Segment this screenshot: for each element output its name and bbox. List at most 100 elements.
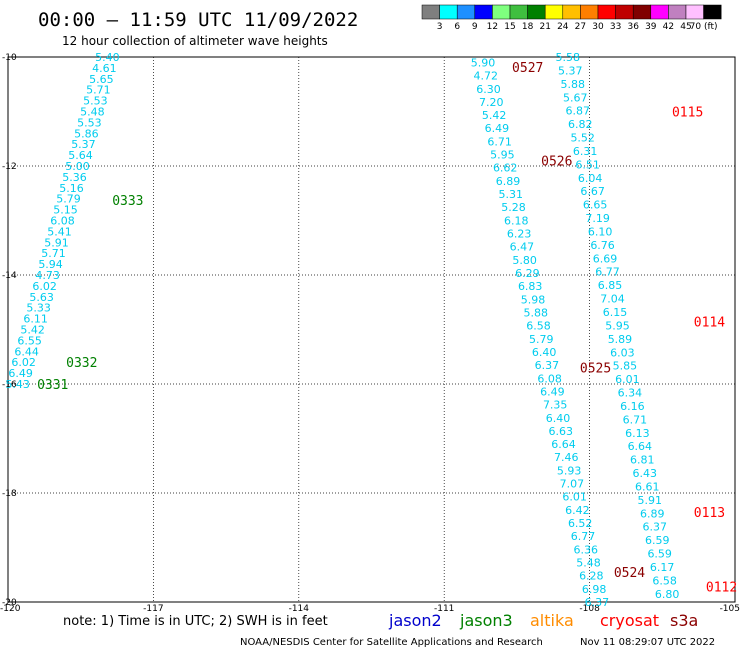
wave-height-value: 6.51 [575,158,600,171]
y-tick-label: -18 [2,489,17,499]
y-axis-ticks: -10 -12 -14 -16 -18 -20 [2,53,17,608]
y-tick-label: -20 [2,598,17,608]
wave-height-value: 6.80 [655,588,680,601]
colorbar-swatch [527,4,546,20]
pass-label: 0525 [580,362,611,377]
colorbar-label: 30 [592,22,604,32]
wave-height-value: 6.11 [23,313,48,326]
wave-height-value: 6.10 [588,225,613,238]
wave-height-value: 6.23 [507,228,532,241]
wave-height-value: 6.77 [571,530,596,543]
satellite-legend-jason3: jason3 [459,611,513,630]
wave-height-value: 6.71 [487,135,512,148]
wave-height-value: 6.01 [615,373,640,386]
pass-label: 0333 [112,194,143,209]
wave-height-value: 5.15 [53,204,78,217]
pass-label: 0115 [672,106,703,121]
wave-height-value: 7.07 [560,478,585,491]
wave-height-value: 6.59 [647,548,672,561]
x-tick-label: -120 [0,604,21,614]
satellite-legend-altika: altika [530,611,574,630]
wave-height-value: 5.28 [501,201,526,214]
colorbar-label: 36 [627,22,639,32]
wave-height-value: 6.37 [585,596,610,609]
colorbar-swatch [615,4,634,20]
colorbar-swatch [668,4,687,20]
colorbar-swatch [597,4,616,20]
wave-height-value: 6.29 [515,267,540,280]
wave-height-value: 5.85 [613,360,638,373]
colorbar-swatch [492,4,511,20]
colorbar-swatch [580,4,599,20]
colorbar-label: 9 [472,22,478,32]
wave-height-value: 5.71 [86,84,111,97]
wave-height-value: 5.37 [558,64,583,77]
pass-label: 0331 [37,378,68,393]
wave-height-value: 5.79 [529,333,554,346]
colorbar-label: 21 [539,22,550,32]
wave-height-value: 6.55 [17,334,42,347]
wave-height-value: 5.80 [512,254,537,267]
wave-height-value: 6.52 [568,517,593,530]
x-axis-ticks: -120 -117 -114 -111 -108 -105 [0,604,740,614]
pass-label: 0332 [66,356,97,371]
wave-height-value: 5.93 [557,464,582,477]
colorbar-swatch [456,4,476,20]
pass-label: 0112 [706,581,737,596]
wave-height-value: 6.01 [562,491,587,504]
wave-height-value: 4.72 [474,70,499,83]
wave-height-value: 7.20 [479,96,504,109]
wave-height-value: 6.44 [14,345,39,358]
colorbar-swatch [650,4,669,20]
wave-height-value: 5.42 [20,324,45,337]
wave-height-value: 6.28 [579,570,604,583]
wave-height-value: 5.52 [570,132,595,145]
wave-height-value: 6.62 [493,162,518,175]
colorbar-label: 39 [645,22,657,32]
wave-height-value: 6.82 [568,118,593,131]
wave-height-value: 5.95 [490,149,515,162]
wave-height-value: 5.53 [83,95,108,108]
chart-subtitle: 12 hour collection of altimeter wave hei… [62,34,328,48]
colorbar-label: 18 [522,22,534,32]
wave-height-value: 5.42 [482,109,507,122]
wave-height-value: 5.94 [38,258,63,271]
wave-height-value: 6.58 [652,574,677,587]
colorbar-label: 45 [680,22,691,32]
wave-height-value: 5.98 [521,293,546,306]
wave-height-values: 5.404.615.655.715.535.485.535.865.375.64… [5,51,679,609]
wave-height-value: 5.71 [41,247,66,260]
wave-height-value: 5.88 [524,306,549,319]
grid-lines [8,57,735,602]
wave-height-value: 7.35 [543,399,568,412]
wave-height-value: 6.37 [535,359,560,372]
wave-height-value: 6.17 [650,561,675,574]
wave-height-value: 6.43 [633,467,658,480]
wave-height-value: 5.31 [499,188,524,201]
colorbar-label: 3 [437,22,443,32]
wave-height-value: 6.69 [593,252,618,265]
wave-height-value: 6.13 [625,427,650,440]
pass-label: 0524 [614,566,645,581]
colorbar-swatch [509,4,528,20]
wave-height-value: 5.48 [80,106,105,119]
wave-height-value: 5.37 [71,138,96,151]
wave-height-value: 5.16 [59,182,84,195]
y-tick-label: -10 [2,53,17,63]
wave-height-value: 6.87 [565,105,590,118]
wave-height-value: 6.02 [11,356,36,369]
wave-height-value: 5.53 [77,116,102,129]
wave-height-value: 6.89 [640,507,665,520]
wave-height-value: 6.08 [537,372,562,385]
wave-height-value: 6.63 [549,425,574,438]
wave-height-value: 7.46 [554,451,579,464]
wave-height-value: 6.34 [618,387,643,400]
x-tick-label: -108 [579,604,600,614]
wave-height-value: 6.85 [598,279,623,292]
wave-height-value: 7.19 [585,212,610,225]
colorbar-swatch [685,4,704,20]
wave-height-value: 5.91 [638,494,663,507]
wave-height-value: 5.33 [26,302,51,315]
wave-height-value: 6.77 [595,266,620,279]
wave-height-value: 6.64 [628,440,653,453]
